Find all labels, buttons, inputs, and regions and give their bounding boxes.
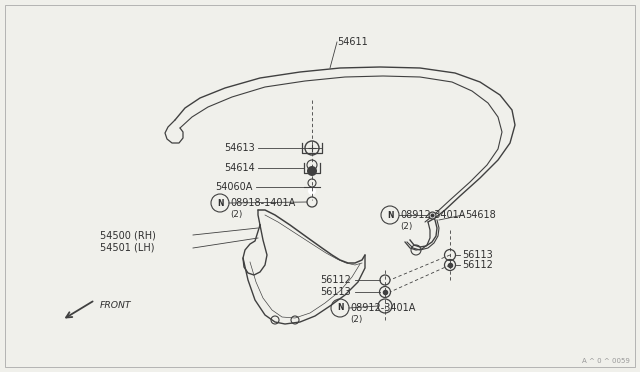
Text: 08912-3401A: 08912-3401A: [350, 303, 415, 313]
Text: 54611: 54611: [337, 37, 368, 47]
Text: (2): (2): [230, 210, 243, 219]
Text: A ^ 0 ^ 0059: A ^ 0 ^ 0059: [582, 358, 630, 364]
Text: 56112: 56112: [320, 275, 351, 285]
Text: 54613: 54613: [224, 143, 255, 153]
Text: (2): (2): [400, 222, 412, 231]
Text: 08918-1401A: 08918-1401A: [230, 198, 295, 208]
Text: N: N: [337, 304, 343, 312]
Text: 56113: 56113: [462, 250, 493, 260]
Text: (2): (2): [350, 315, 362, 324]
Text: 56112: 56112: [462, 260, 493, 270]
Text: FRONT: FRONT: [100, 301, 131, 310]
Text: N: N: [387, 211, 393, 219]
Text: N: N: [217, 199, 223, 208]
Text: 54501 (LH): 54501 (LH): [100, 243, 154, 253]
Text: 08912-3401A: 08912-3401A: [400, 210, 465, 220]
Text: 54060A: 54060A: [216, 182, 253, 192]
Circle shape: [308, 187, 316, 195]
Text: 54500 (RH): 54500 (RH): [100, 230, 156, 240]
Text: 54618: 54618: [465, 210, 496, 220]
Circle shape: [307, 166, 317, 176]
Text: 54614: 54614: [224, 163, 255, 173]
Text: 56113: 56113: [320, 287, 351, 297]
